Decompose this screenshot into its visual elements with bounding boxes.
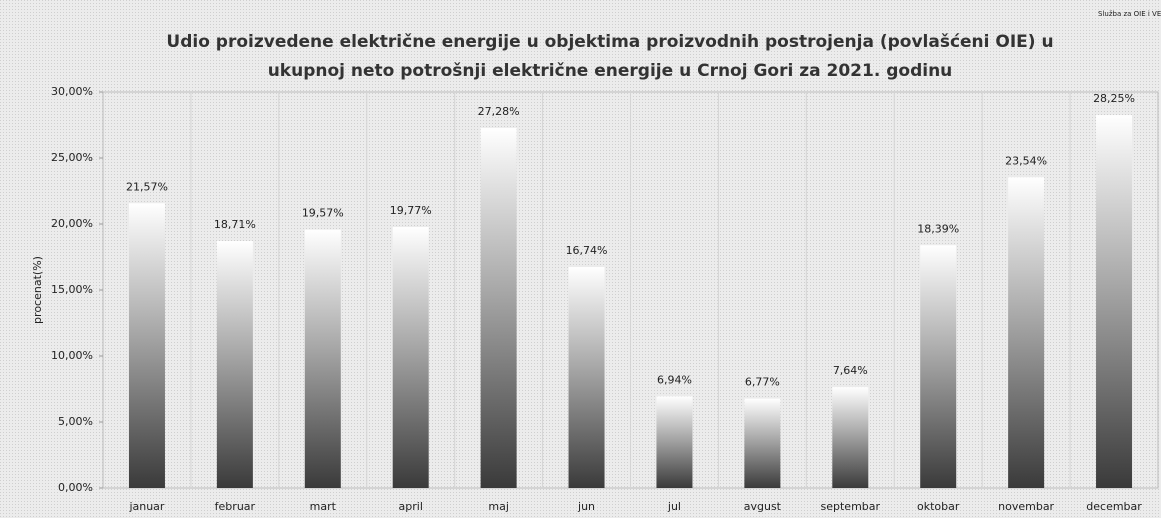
source-note: Služba za OIE i VEK bbox=[1098, 10, 1161, 18]
y-tick-label: 0,00% bbox=[58, 481, 93, 494]
y-axis-label: procenat(%) bbox=[31, 256, 44, 324]
x-tick-label: april bbox=[399, 500, 423, 513]
bar bbox=[832, 387, 869, 488]
x-tick-label: februar bbox=[215, 500, 256, 513]
x-tick-label: septembar bbox=[821, 500, 881, 513]
x-tick-label: maj bbox=[488, 500, 509, 513]
x-tick-label: mart bbox=[310, 500, 337, 513]
y-tick-label: 5,00% bbox=[58, 415, 93, 428]
chart-title: Udio proizvedene električne energije u o… bbox=[166, 32, 1053, 52]
bar bbox=[920, 245, 957, 488]
x-tick-label: januar bbox=[128, 500, 164, 513]
value-label: 7,64% bbox=[833, 364, 868, 377]
value-label: 28,25% bbox=[1093, 92, 1135, 105]
bar bbox=[392, 227, 429, 488]
value-label: 19,57% bbox=[302, 207, 344, 220]
chart-title: ukupnoj neto potrošnji električne energi… bbox=[268, 61, 953, 81]
value-label: 6,94% bbox=[657, 373, 692, 386]
bar bbox=[1096, 115, 1133, 488]
bar bbox=[568, 267, 605, 488]
value-label: 6,77% bbox=[745, 376, 780, 389]
y-tick-label: 10,00% bbox=[51, 349, 93, 362]
bar bbox=[304, 229, 341, 488]
value-label: 21,57% bbox=[126, 180, 168, 193]
y-tick-label: 15,00% bbox=[51, 283, 93, 296]
bar bbox=[216, 241, 253, 488]
y-tick-label: 30,00% bbox=[51, 85, 93, 98]
value-label: 16,74% bbox=[566, 244, 608, 257]
x-tick-label: oktobar bbox=[917, 500, 960, 513]
value-label: 23,54% bbox=[1005, 154, 1047, 167]
x-tick-label: avgust bbox=[744, 500, 782, 513]
bar bbox=[1008, 177, 1045, 488]
value-label: 19,77% bbox=[390, 204, 432, 217]
bar bbox=[128, 203, 165, 488]
value-label: 18,71% bbox=[214, 218, 256, 231]
value-label: 18,39% bbox=[917, 222, 959, 235]
x-tick-label: jun bbox=[577, 500, 595, 513]
x-tick-label: novembar bbox=[998, 500, 1054, 513]
x-tick-label: decembar bbox=[1086, 500, 1142, 513]
y-tick-label: 20,00% bbox=[51, 217, 93, 230]
value-label: 27,28% bbox=[478, 105, 520, 118]
bar bbox=[480, 127, 517, 489]
x-tick-label: jul bbox=[667, 500, 681, 513]
y-tick-label: 25,00% bbox=[51, 151, 93, 164]
bar bbox=[656, 396, 693, 488]
bar bbox=[744, 398, 781, 488]
